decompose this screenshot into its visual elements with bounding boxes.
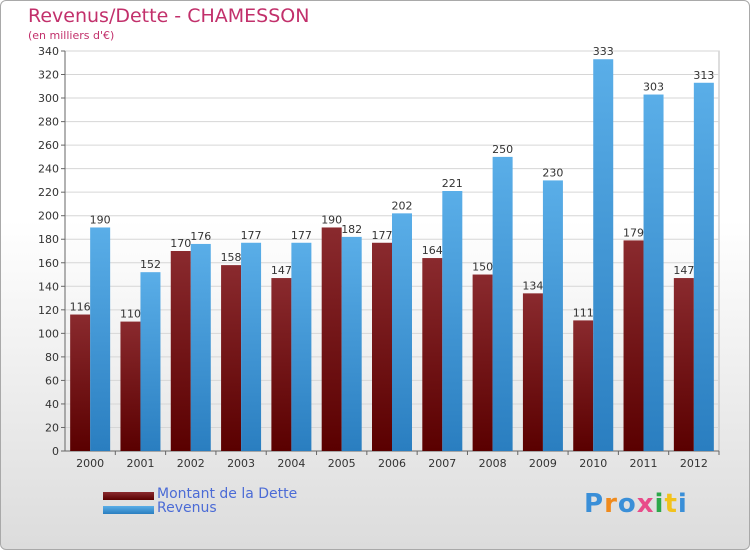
data-label-debt: 177 (372, 229, 393, 242)
data-label-revenue: 152 (140, 258, 161, 271)
bar-debt (170, 251, 191, 451)
bar-debt (321, 227, 342, 451)
data-label-revenue: 182 (341, 223, 362, 236)
legend-swatch-debt (103, 492, 154, 500)
bar-revenue (643, 94, 664, 451)
y-tick-label: 340 (38, 45, 59, 58)
data-label-debt: 147 (673, 264, 694, 277)
bar-debt (522, 293, 543, 451)
x-tick-label: 2007 (428, 457, 456, 470)
data-label-revenue: 221 (442, 177, 463, 190)
logo-letter: x (636, 489, 655, 519)
bar-debt (573, 320, 594, 451)
data-label-debt: 190 (321, 213, 342, 226)
data-label-debt: 150 (472, 261, 493, 274)
data-label-revenue: 202 (392, 199, 413, 212)
x-tick-label: 2010 (579, 457, 607, 470)
data-label-revenue: 190 (90, 213, 111, 226)
y-tick-label: 100 (38, 327, 59, 340)
y-tick-label: 40 (45, 398, 59, 411)
y-tick-label: 180 (38, 233, 59, 246)
y-tick-label: 80 (45, 351, 59, 364)
data-label-debt: 134 (522, 279, 543, 292)
bar-revenue (341, 236, 362, 451)
bar-revenue (593, 59, 614, 452)
bar-revenue (442, 191, 463, 451)
x-tick-label: 2006 (378, 457, 406, 470)
bar-revenue (140, 272, 161, 451)
bar-debt (472, 274, 493, 451)
bar-revenue (392, 213, 412, 451)
data-label-revenue: 313 (693, 69, 714, 82)
x-tick-label: 2009 (529, 457, 557, 470)
x-tick-label: 2011 (630, 457, 658, 470)
data-label-revenue: 177 (241, 229, 262, 242)
data-label-revenue: 250 (492, 143, 513, 156)
data-label-debt: 116 (70, 301, 91, 314)
bar-debt (70, 314, 91, 451)
bar-revenue (241, 242, 262, 451)
logo-letter: r (604, 489, 618, 519)
x-tick-label: 2005 (328, 457, 356, 470)
logo-letter: o (617, 489, 637, 519)
y-tick-label: 60 (45, 374, 59, 387)
data-label-debt: 158 (221, 251, 242, 264)
data-label-debt: 170 (170, 237, 191, 250)
data-label-revenue: 303 (643, 81, 664, 94)
bar-revenue (291, 242, 312, 451)
x-tick-label: 2001 (126, 457, 154, 470)
bar-revenue (90, 227, 111, 451)
bar-debt (271, 278, 292, 451)
data-label-debt: 164 (422, 244, 443, 257)
data-label-revenue: 176 (190, 230, 211, 243)
proxiti-logo: Proxiti (584, 489, 688, 519)
y-tick-label: 280 (38, 116, 59, 129)
y-tick-label: 20 (45, 421, 59, 434)
bar-debt (221, 265, 242, 451)
y-tick-label: 120 (38, 304, 59, 317)
bar-debt (120, 321, 141, 451)
data-label-revenue: 333 (593, 45, 614, 58)
y-tick-label: 160 (38, 257, 59, 270)
bar-revenue (542, 180, 563, 452)
legend-swatch-revenue (103, 506, 154, 514)
logo-letter: P (584, 489, 605, 519)
chart-title: Revenus/Dette - CHAMESSON (28, 5, 310, 27)
bar-revenue (492, 156, 513, 451)
data-label-debt: 110 (120, 308, 141, 321)
chart-subtitle: (en milliers d'€) (28, 29, 115, 42)
logo-letter: i (654, 489, 665, 519)
legend-label-revenue: Revenus (157, 500, 217, 516)
bar-debt (673, 278, 694, 451)
bar-revenue (190, 243, 211, 451)
logo-letter: i (677, 489, 688, 519)
x-tick-label: 2003 (227, 457, 255, 470)
bar-revenue (693, 82, 714, 451)
bar-debt (623, 240, 644, 451)
y-tick-label: 240 (38, 163, 59, 176)
y-tick-label: 320 (38, 69, 59, 82)
bar-debt (422, 258, 443, 451)
y-tick-label: 300 (38, 92, 59, 105)
y-tick-label: 260 (38, 139, 59, 152)
x-tick-label: 2002 (177, 457, 205, 470)
y-tick-label: 0 (52, 445, 59, 458)
data-label-debt: 111 (573, 306, 594, 319)
legend-label-debt: Montant de la Dette (157, 486, 298, 502)
data-label-revenue: 230 (542, 166, 563, 179)
x-tick-label: 2004 (277, 457, 305, 470)
y-tick-label: 200 (38, 210, 59, 223)
y-tick-label: 140 (38, 280, 59, 293)
data-label-debt: 147 (271, 264, 292, 277)
logo-letter: t (664, 489, 678, 519)
bar-debt (372, 242, 392, 451)
y-tick-label: 220 (38, 186, 59, 199)
x-tick-label: 2012 (680, 457, 708, 470)
x-tick-label: 2000 (76, 457, 104, 470)
x-tick-label: 2008 (479, 457, 507, 470)
data-label-debt: 179 (623, 226, 644, 239)
data-label-revenue: 177 (291, 229, 312, 242)
